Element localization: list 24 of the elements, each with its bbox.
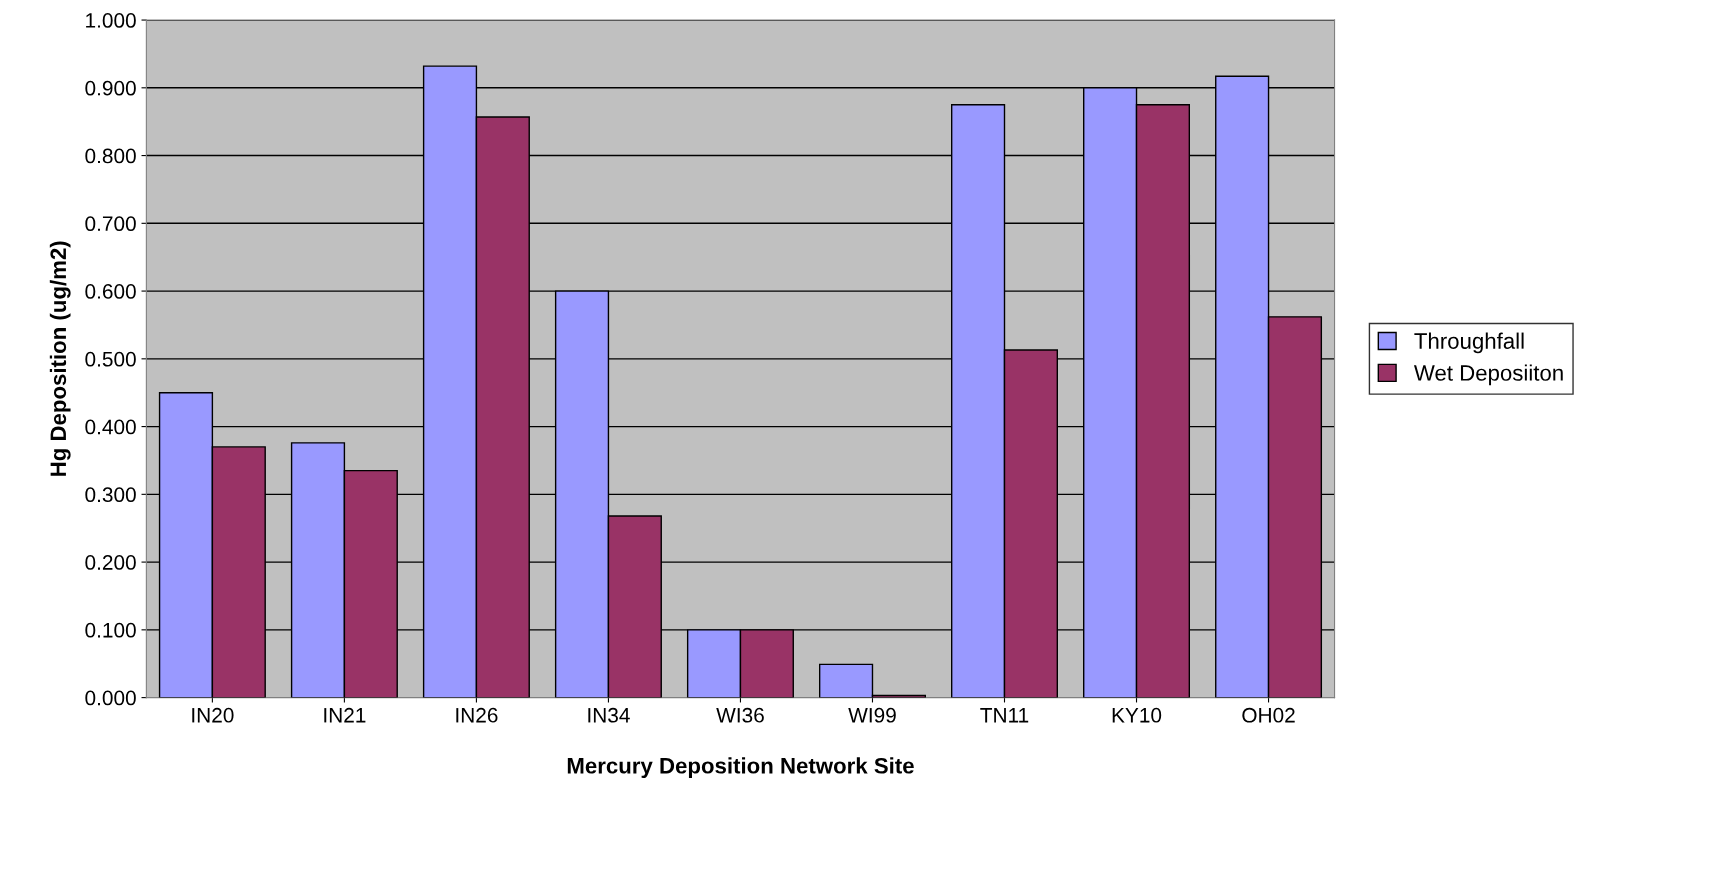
x-tick-label: WI36 xyxy=(716,707,764,723)
x-tick-label: IN26 xyxy=(456,707,498,723)
x-tick-label: IN21 xyxy=(324,707,366,723)
y-tick-label: 0.500 xyxy=(85,351,136,367)
x-tick-label: IN34 xyxy=(588,707,630,723)
x-tick-label: TN11 xyxy=(980,708,1029,723)
x-tick-label: OH02 xyxy=(1242,707,1295,723)
y-tick-label: 0.300 xyxy=(85,487,136,503)
y-tick-label: 0.800 xyxy=(85,148,136,164)
y-tick-label: 0.600 xyxy=(85,284,136,299)
y-tick-label: 0.700 xyxy=(85,216,136,232)
y-axis-title: Hg Deposition (ug/m2) xyxy=(49,241,71,476)
y-tick-label: 0.400 xyxy=(85,419,136,435)
x-axis-title: Mercury Deposition Network Site xyxy=(567,757,914,779)
x-tick-label: IN20 xyxy=(192,707,234,723)
y-tick-label: 0.100 xyxy=(85,622,136,638)
y-tick-label: 0.000 xyxy=(85,690,136,706)
x-tick-label: KY10 xyxy=(1112,707,1162,723)
y-tick-label: 1.000 xyxy=(86,13,136,28)
legend-label: Throughfall xyxy=(1414,332,1524,354)
y-tick-label: 0.900 xyxy=(85,80,136,96)
legend-label: Wet Deposiiton xyxy=(1413,364,1563,386)
x-tick-label: WI99 xyxy=(848,707,896,723)
y-tick-label: 0.200 xyxy=(85,555,136,570)
